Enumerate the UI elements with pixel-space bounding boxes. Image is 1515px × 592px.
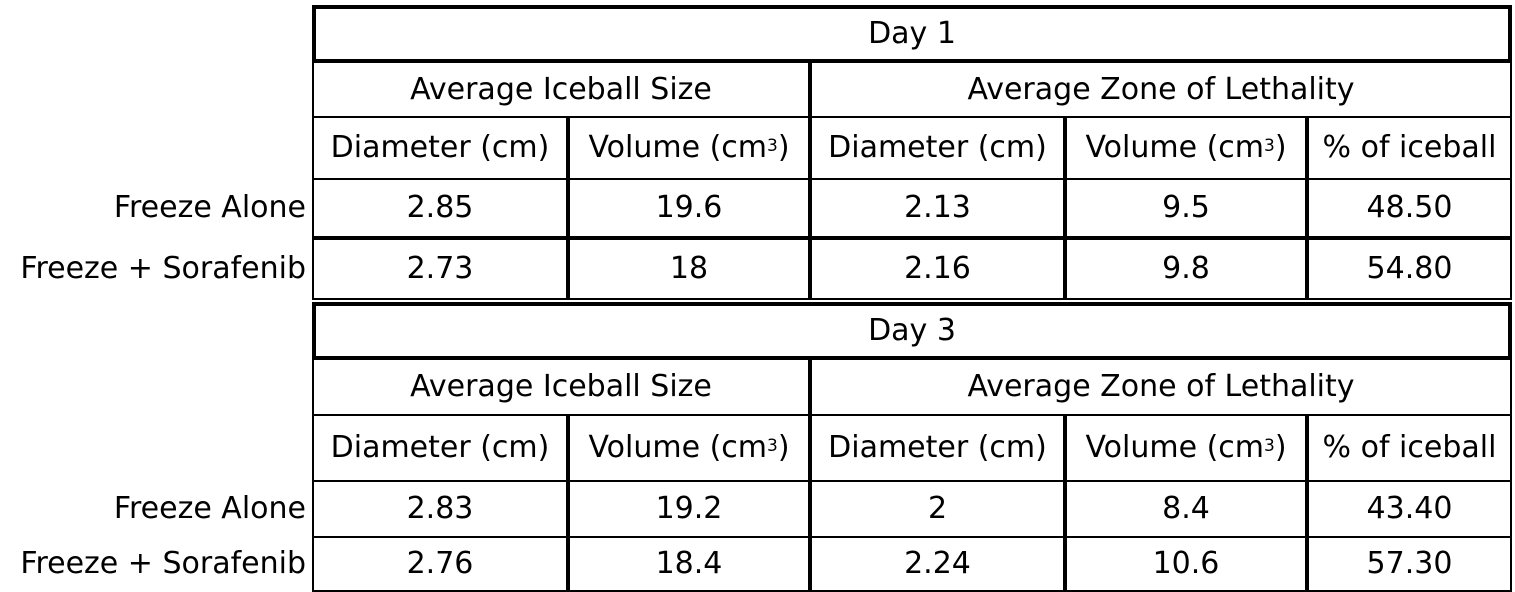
table-cell: 19.2	[568, 480, 810, 538]
table-title: Day 1	[312, 5, 1512, 63]
column-header-volume: Volume (cm 3)	[568, 116, 810, 180]
row-label: Freeze + Sorafenib	[20, 251, 306, 286]
table-cell: 18	[568, 238, 810, 300]
volume-unit-label: Volume (cm 3)	[1085, 133, 1286, 163]
volume-unit-label: Volume (cm 3)	[588, 433, 789, 463]
column-header-percent: % of iceball	[1307, 414, 1512, 482]
table-cell: 2.13	[810, 178, 1065, 238]
group-header-iceball: Average Iceball Size	[312, 61, 810, 118]
volume-exponent: 3	[767, 136, 778, 156]
column-header-percent: % of iceball	[1307, 116, 1512, 180]
table-cell: 19.6	[568, 178, 810, 238]
table-cell: 2	[810, 480, 1065, 538]
table-title: Day 3	[312, 302, 1512, 360]
column-header-diameter: Diameter (cm)	[312, 116, 568, 180]
column-header-volume: Volume (cm 3)	[568, 414, 810, 482]
column-header-diameter: Diameter (cm)	[810, 116, 1065, 180]
volume-exponent: 3	[1264, 136, 1275, 156]
table-cell: 2.16	[810, 238, 1065, 300]
table-cell: 2.76	[312, 536, 568, 592]
table-cell: 2.85	[312, 178, 568, 238]
volume-label-text: Volume (cm	[588, 430, 767, 465]
table-cell: 18.4	[568, 536, 810, 592]
volume-exponent: 3	[1264, 436, 1275, 456]
volume-label-text: Volume (cm	[1085, 430, 1264, 465]
group-header-iceball: Average Iceball Size	[312, 358, 810, 416]
column-header-volume: Volume (cm 3)	[1065, 414, 1307, 482]
group-header-lethality: Average Zone of Lethality	[810, 61, 1512, 118]
volume-exponent: 3	[767, 436, 778, 456]
volume-unit-label: Volume (cm 3)	[588, 133, 789, 163]
table-cell: 48.50	[1307, 178, 1512, 238]
table-cell: 54.80	[1307, 238, 1512, 300]
row-label: Freeze Alone	[113, 190, 306, 225]
table-cell: 57.30	[1307, 536, 1512, 592]
row-label: Freeze Alone	[113, 491, 306, 526]
volume-unit-label: Volume (cm 3)	[1085, 433, 1286, 463]
table-cell: 9.5	[1065, 178, 1307, 238]
column-header-volume: Volume (cm 3)	[1065, 116, 1307, 180]
volume-close-paren: )	[777, 430, 790, 465]
volume-close-paren: )	[1274, 130, 1287, 165]
volume-label-text: Volume (cm	[588, 130, 767, 165]
group-header-lethality: Average Zone of Lethality	[810, 358, 1512, 416]
volume-label-text: Volume (cm	[1085, 130, 1264, 165]
column-header-diameter: Diameter (cm)	[810, 414, 1065, 482]
table-cell: 9.8	[1065, 238, 1307, 300]
volume-close-paren: )	[1274, 430, 1287, 465]
table-cell: 2.24	[810, 536, 1065, 592]
table-cell: 2.83	[312, 480, 568, 538]
table-cell: 10.6	[1065, 536, 1307, 592]
column-header-diameter: Diameter (cm)	[312, 414, 568, 482]
table-cell: 2.73	[312, 238, 568, 300]
table-cell: 43.40	[1307, 480, 1512, 538]
table-cell: 8.4	[1065, 480, 1307, 538]
volume-close-paren: )	[777, 130, 790, 165]
row-label: Freeze + Sorafenib	[20, 546, 306, 581]
